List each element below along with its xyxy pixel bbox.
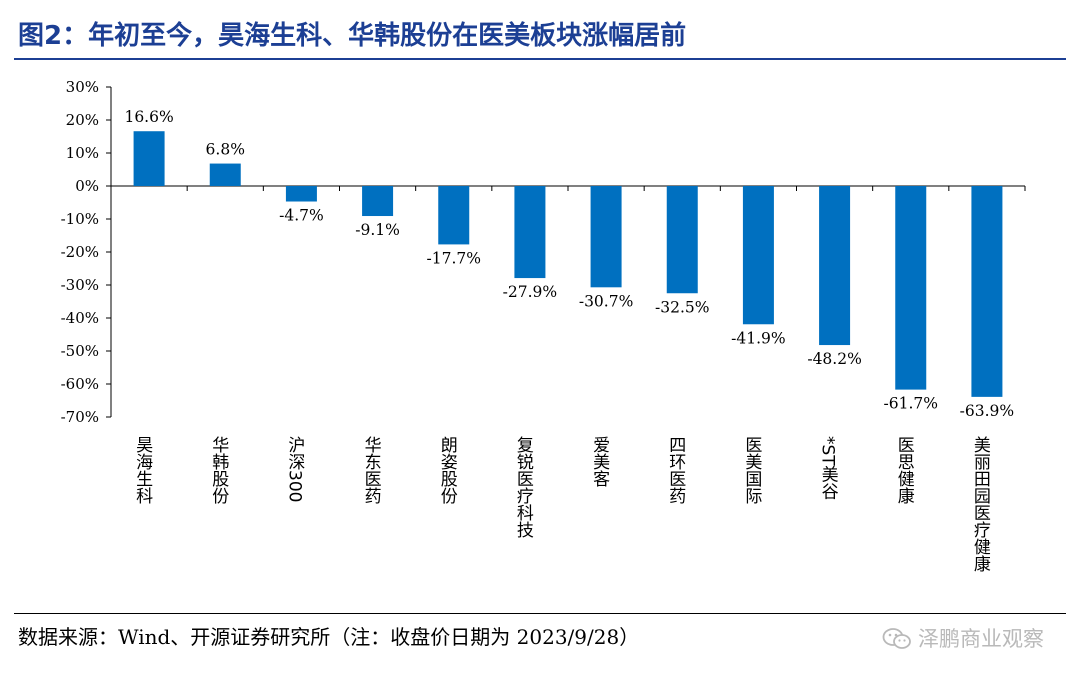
- category-label: 医思健康: [894, 436, 915, 504]
- bar: [590, 186, 622, 288]
- data-label: -30.7%: [579, 292, 633, 310]
- chart-title: 图2：年初至今，昊海生科、华韩股份在医美板块涨幅居前: [18, 21, 687, 51]
- bar: [819, 186, 851, 346]
- data-label: -48.2%: [807, 350, 861, 368]
- bar: [438, 186, 470, 245]
- data-label: -63.9%: [960, 402, 1014, 420]
- category-label: 朗姿股份: [437, 436, 458, 505]
- data-label: 16.6%: [124, 108, 173, 126]
- category-label: 四环医药: [665, 436, 686, 505]
- bar: [209, 163, 241, 186]
- data-label: -32.5%: [655, 298, 709, 316]
- title-divider: [14, 58, 1066, 60]
- watermark: 泽鹏商业观察: [882, 622, 1044, 656]
- y-tick-label: -20%: [61, 243, 99, 261]
- y-tick-label: 0%: [75, 177, 99, 195]
- y-tick-label: -60%: [61, 375, 99, 393]
- data-label: -41.9%: [731, 329, 785, 347]
- y-tick-label: 30%: [66, 78, 99, 96]
- category-label: 美丽田园医疗健康: [970, 436, 991, 572]
- bar: [666, 186, 698, 294]
- category-label: 华韩股份: [208, 436, 229, 505]
- bar: [895, 186, 927, 390]
- category-label: 复锐医疗科技: [513, 436, 534, 539]
- bar: [742, 186, 774, 325]
- category-label: *ST美谷: [818, 436, 839, 500]
- source-note: 数据来源：Wind、开源证券研究所（注：收盘价日期为 2023/9/28）: [18, 625, 640, 649]
- data-label: 6.8%: [206, 141, 245, 159]
- data-label: -9.1%: [355, 221, 400, 239]
- y-tick-label: 10%: [66, 144, 99, 162]
- data-label: -17.7%: [427, 249, 481, 267]
- category-label: 沪深300: [284, 436, 305, 502]
- data-label: -61.7%: [884, 395, 938, 413]
- y-tick-label: 20%: [66, 111, 99, 129]
- y-tick-label: -30%: [61, 276, 99, 294]
- watermark-text: 泽鹏商业观察: [918, 627, 1044, 651]
- category-label: 爱美客: [589, 436, 610, 487]
- data-label: -4.7%: [279, 207, 324, 225]
- y-tick-label: -10%: [61, 210, 99, 228]
- footer-divider: [14, 613, 1066, 614]
- category-label: 医美国际: [741, 436, 762, 505]
- y-tick-label: -70%: [61, 408, 99, 426]
- y-tick-label: -40%: [61, 309, 99, 327]
- bar: [285, 186, 317, 202]
- data-label: -27.9%: [503, 283, 557, 301]
- bar: [514, 186, 546, 279]
- wechat-icon: [882, 628, 911, 649]
- bar: [362, 186, 394, 217]
- category-label: 华东医药: [361, 436, 382, 505]
- category-label: 昊海生科: [132, 436, 153, 504]
- bar-chart: 30%20%10%0%-10%-20%-30%-40%-50%-60%-70% …: [61, 78, 1026, 572]
- bar: [133, 131, 165, 186]
- y-tick-label: -50%: [61, 342, 99, 360]
- bar: [971, 186, 1003, 397]
